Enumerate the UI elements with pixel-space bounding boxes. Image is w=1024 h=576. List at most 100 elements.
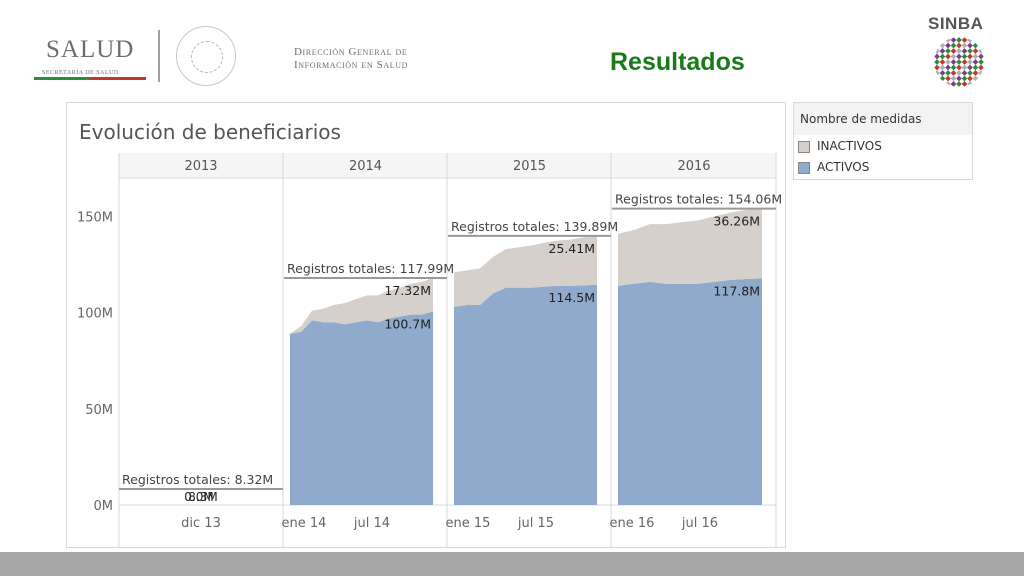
- sinba-globe-tile: [978, 70, 984, 76]
- inactivos-value-label: 25.41M: [548, 241, 595, 256]
- activos-area: [290, 311, 433, 505]
- sinba-globe-tile: [967, 75, 973, 82]
- total-label: Registros totales: 154.06M: [615, 192, 782, 207]
- sinba-globe-tile: [934, 37, 940, 43]
- activos-area: [454, 284, 597, 505]
- chart-title: Evolución de beneficiarios: [79, 120, 341, 144]
- sinba-globe-tile: [945, 42, 951, 49]
- sinba-globe-tile: [934, 59, 940, 65]
- year-label: 2014: [349, 159, 382, 174]
- sinba-globe-tile: [934, 53, 940, 60]
- activos-area: [618, 278, 762, 505]
- legend-label-activos: ACTIVOS: [817, 160, 870, 174]
- sinba-globe-tile: [950, 37, 957, 43]
- sinba-globe-tile: [967, 42, 973, 49]
- x-tick-label: jul 15: [517, 516, 554, 531]
- y-tick-label: 0M: [94, 499, 114, 514]
- sinba-globe-tile: [939, 59, 946, 65]
- sinba-globe-tile: [972, 48, 979, 54]
- sinba-globe-tile: [967, 64, 973, 71]
- inactivos-value-label: 17.32M: [384, 283, 431, 298]
- sinba-globe-tile: [961, 53, 968, 60]
- sinba-globe-tile: [939, 75, 946, 82]
- inactivos-area: [618, 208, 762, 286]
- sinba-globe-tile: [945, 81, 951, 87]
- sinba-globe-tile: [956, 42, 962, 49]
- year-label: 2013: [184, 159, 217, 174]
- sinba-globe-icon: [934, 37, 984, 87]
- salud-logo: SALUD: [46, 36, 135, 63]
- dgis-line-2: Información en Salud: [294, 59, 408, 71]
- sinba-globe-tile: [945, 75, 951, 82]
- sinba-globe-tile: [961, 37, 968, 43]
- sinba-globe-tile: [950, 59, 957, 65]
- sinba-globe-tile: [956, 53, 962, 60]
- sinba-globe-tile: [939, 37, 946, 43]
- sinba-globe-tile: [967, 48, 973, 54]
- sinba-globe-tile: [967, 70, 973, 76]
- inactivos-value-label: 36.26M: [713, 214, 760, 229]
- inactivos-area: [454, 235, 597, 307]
- sinba-globe-tile: [956, 81, 962, 87]
- salud-header-logos: SALUD SECRETARÍA DE SALUD Dirección Gene…: [30, 20, 430, 90]
- salud-logo-subtext: SECRETARÍA DE SALUD: [42, 70, 119, 76]
- sinba-globe-tile: [939, 64, 946, 71]
- page-title: Resultados: [610, 48, 745, 76]
- sinba-globe-tile: [934, 64, 940, 71]
- sinba-globe-tile: [939, 48, 946, 54]
- sinba-globe-tile: [978, 42, 984, 49]
- sinba-globe-tile: [967, 59, 973, 65]
- sinba-globe-tile: [961, 64, 968, 71]
- header-divider: [158, 30, 160, 82]
- activos-value-label: 0.0M: [184, 490, 213, 504]
- sinba-globe-tile: [967, 81, 973, 87]
- sinba-globe-tile: [978, 59, 984, 65]
- sinba-globe-tile: [950, 81, 957, 87]
- sinba-globe-tile: [972, 42, 979, 49]
- sinba-globe-tile: [961, 75, 968, 82]
- sinba-globe-tile: [939, 42, 946, 49]
- x-tick-label: dic 13: [181, 516, 221, 531]
- x-tick-label: ene 15: [446, 516, 491, 531]
- sinba-globe-tile: [950, 75, 957, 82]
- sinba-globe-tile: [934, 75, 940, 82]
- x-tick-label: jul 16: [681, 516, 718, 531]
- sinba-globe-tile: [934, 81, 940, 87]
- sinba-globe-tile: [956, 75, 962, 82]
- sinba-globe-tile: [956, 48, 962, 54]
- sinba-globe-tile: [972, 75, 979, 82]
- sinba-globe-tile: [950, 48, 957, 54]
- x-tick-label: ene 14: [282, 516, 327, 531]
- legend-label-inactivos: INACTIVOS: [817, 139, 882, 153]
- inactivos-value-label: 8.3M: [188, 490, 217, 504]
- salud-logo-underline: [34, 65, 146, 80]
- activos-value-label: 117.8M: [713, 283, 760, 298]
- sinba-globe-tile: [978, 53, 984, 60]
- sinba-globe-tile: [945, 70, 951, 76]
- sinba-globe-tile: [934, 70, 940, 76]
- sinba-globe-tile: [978, 64, 984, 71]
- sinba-globe-tile: [961, 42, 968, 49]
- sinba-globe-tile: [978, 48, 984, 54]
- sinba-globe-tile: [967, 37, 973, 43]
- sinba-globe-tile: [950, 64, 957, 71]
- total-label: Registros totales: 8.32M: [122, 472, 273, 487]
- dgis-logo: Dirección General de Información en Salu…: [294, 46, 408, 72]
- inactivos-area: [290, 277, 433, 334]
- sinba-globe-tile: [939, 81, 946, 87]
- sinba-globe-tile: [950, 53, 957, 60]
- x-tick-label: jul 14: [353, 516, 390, 531]
- legend-swatch-inactivos: [798, 141, 810, 153]
- sinba-globe-tile: [956, 64, 962, 71]
- total-label: Registros totales: 139.89M: [451, 219, 618, 234]
- national-seal-icon: [176, 26, 236, 86]
- y-tick-label: 100M: [77, 307, 113, 322]
- sinba-globe-tile: [956, 59, 962, 65]
- sinba-globe-tile: [972, 64, 979, 71]
- sinba-globe-tile: [956, 37, 962, 43]
- sinba-globe-tile: [978, 75, 984, 82]
- sinba-globe-tile: [939, 70, 946, 76]
- sinba-globe-tile: [939, 53, 946, 60]
- beneficiarios-chart: Evolución de beneficiarios 0M 50M 100M 150M…: [77, 120, 782, 547]
- footer-bar: [0, 552, 1024, 576]
